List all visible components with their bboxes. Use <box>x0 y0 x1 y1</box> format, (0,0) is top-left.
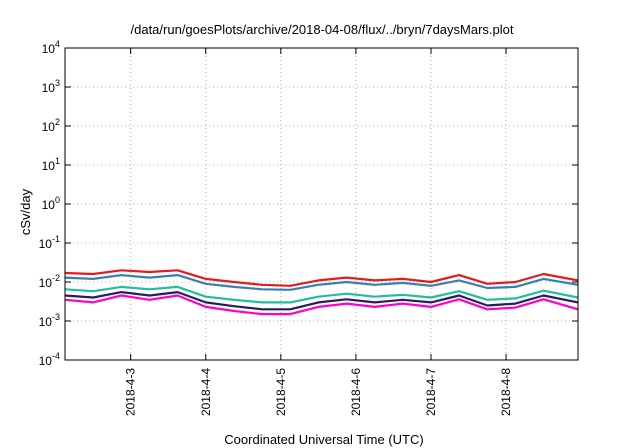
y-tick-label: 10-2 <box>39 273 60 290</box>
series-line-1 <box>64 269 579 287</box>
grid-lines <box>65 48 578 360</box>
y-tick-exponent: 3 <box>55 78 60 88</box>
y-tick-exponent: -2 <box>52 273 60 283</box>
y-tick-label: 100 <box>42 195 60 212</box>
y-tick-label: 102 <box>42 117 60 134</box>
x-tick-label: 2018-4-6 <box>349 368 363 416</box>
series-lines <box>64 269 579 316</box>
y-axis-label: cSv/day <box>18 188 33 235</box>
y-tick-label: 10-3 <box>39 312 60 329</box>
x-tick-label: 2018-4-4 <box>199 368 213 416</box>
y-tick-exponent: 1 <box>55 156 60 166</box>
x-tick-label: 2018-4-7 <box>424 368 438 416</box>
y-tick-label: 10-4 <box>39 351 60 368</box>
y-tick-exponent: -3 <box>52 312 60 322</box>
y-tick-label: 10-1 <box>39 234 60 251</box>
y-tick-label: 101 <box>42 156 60 173</box>
series-line-2 <box>64 274 579 291</box>
x-tick-label: 2018-4-5 <box>274 368 288 416</box>
series-line-3 <box>64 285 579 304</box>
y-tick-label: 103 <box>42 78 60 95</box>
x-tick-label: 2018-4-3 <box>124 368 138 416</box>
y-tick-exponent: -1 <box>52 234 60 244</box>
series-line-5 <box>64 294 579 316</box>
series-line-4 <box>64 291 579 311</box>
x-tick-label: 2018-4-8 <box>499 368 513 416</box>
y-tick-exponent: 2 <box>55 117 60 127</box>
y-tick-exponent: -4 <box>52 351 60 361</box>
y-tick-label: 104 <box>42 39 60 56</box>
y-tick-exponent: 0 <box>55 195 60 205</box>
x-axis-label: Coordinated Universal Time (UTC) <box>224 432 423 447</box>
y-tick-exponent: 4 <box>55 39 60 49</box>
chart-title: /data/run/goesPlots/archive/2018-04-08/f… <box>131 22 514 37</box>
